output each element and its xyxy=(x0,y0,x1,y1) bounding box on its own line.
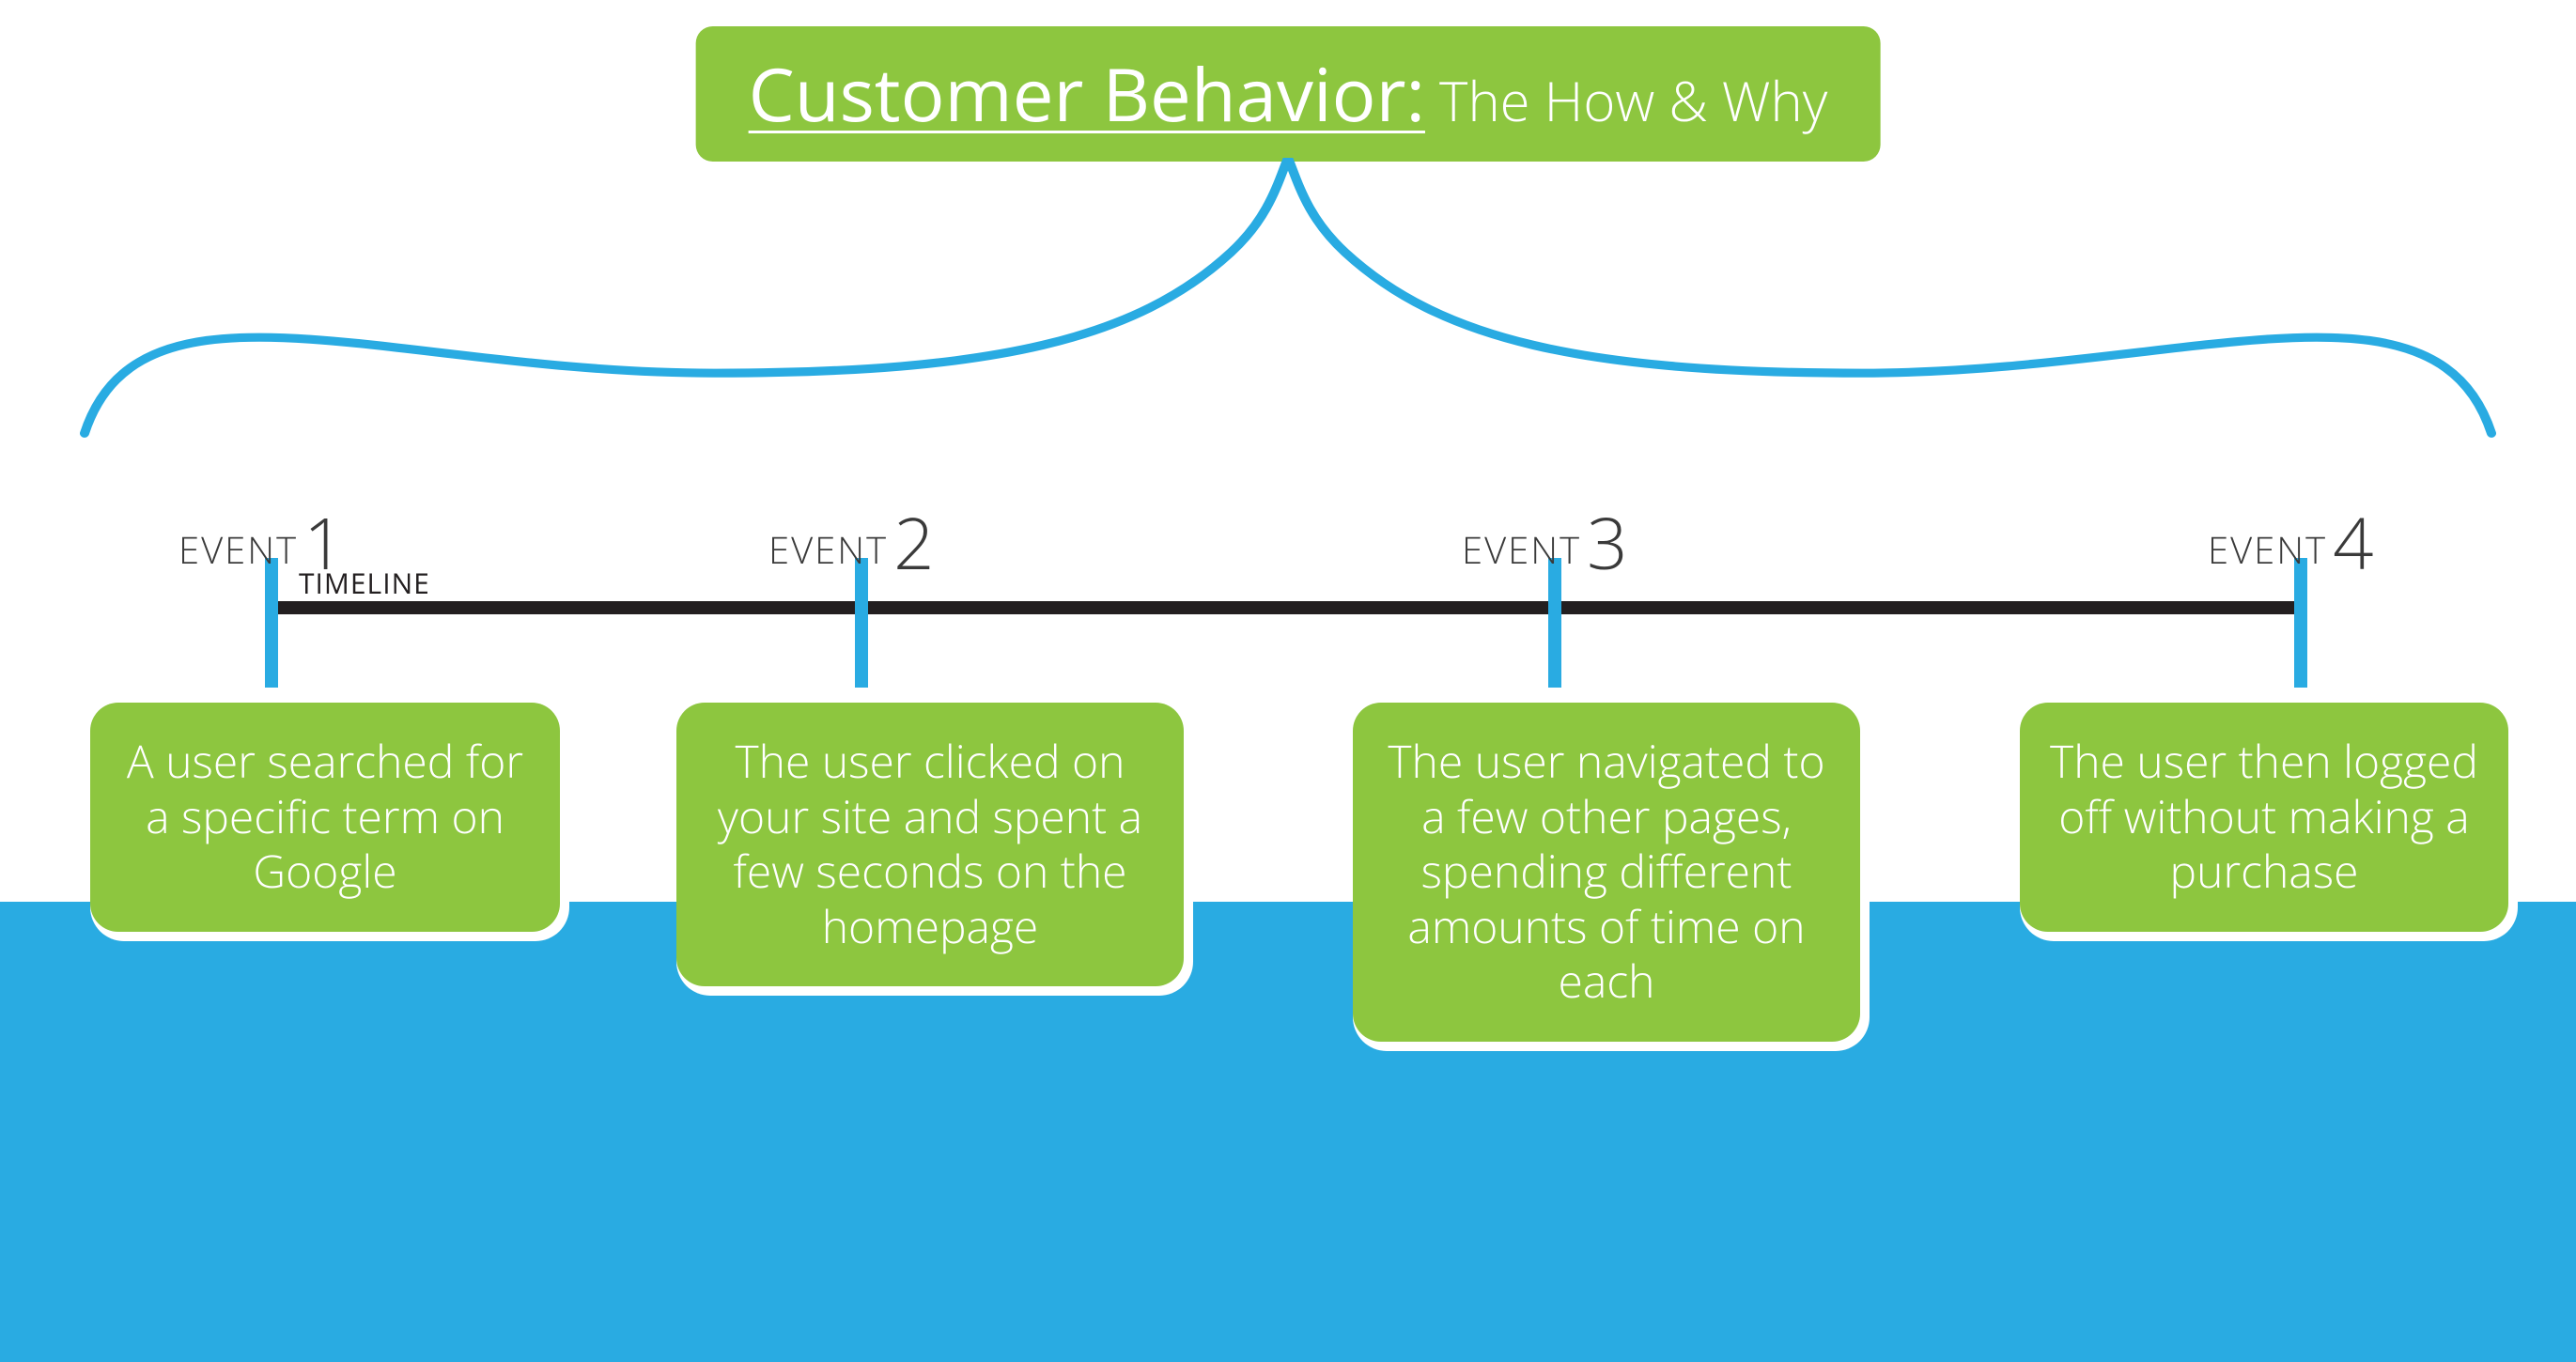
event-card-body: The user then logged off without making … xyxy=(2020,703,2508,932)
event-card: A user searched for a specific term on G… xyxy=(90,703,569,941)
event-card-body: The user clicked on your site and spent … xyxy=(676,703,1184,986)
timeline-bar xyxy=(265,601,2307,614)
event-card-body: A user searched for a specific term on G… xyxy=(90,703,560,932)
event-label: EVENT3 xyxy=(1462,488,1629,585)
event-label: EVENT1 xyxy=(178,488,346,585)
event-label-number: 2 xyxy=(893,494,936,591)
event-label-prefix: EVENT xyxy=(768,523,888,575)
event-label: EVENT4 xyxy=(2208,488,2375,585)
event-label-prefix: EVENT xyxy=(1462,523,1581,575)
event-label: EVENT2 xyxy=(768,488,936,585)
event-card: The user navigated to a few other pages,… xyxy=(1353,703,1870,1051)
title-main: Customer Behavior: xyxy=(749,43,1425,143)
bottom-band xyxy=(0,902,2576,1362)
event-card: The user clicked on your site and spent … xyxy=(676,703,1193,996)
event-card: The user then logged off without making … xyxy=(2020,703,2518,941)
event-card-body: The user navigated to a few other pages,… xyxy=(1353,703,1860,1042)
event-label-prefix: EVENT xyxy=(2208,523,2327,575)
title-pill: Customer Behavior: The How & Why xyxy=(696,26,1881,162)
event-label-number: 3 xyxy=(1587,494,1629,591)
event-label-number: 4 xyxy=(2333,494,2375,591)
event-label-number: 1 xyxy=(303,494,346,591)
title-sub: The How & Why xyxy=(1425,63,1827,137)
event-label-prefix: EVENT xyxy=(178,523,298,575)
brace-decoration xyxy=(0,158,2576,468)
infographic-canvas: Customer Behavior: The How & Why TIMELIN… xyxy=(0,0,2576,1362)
